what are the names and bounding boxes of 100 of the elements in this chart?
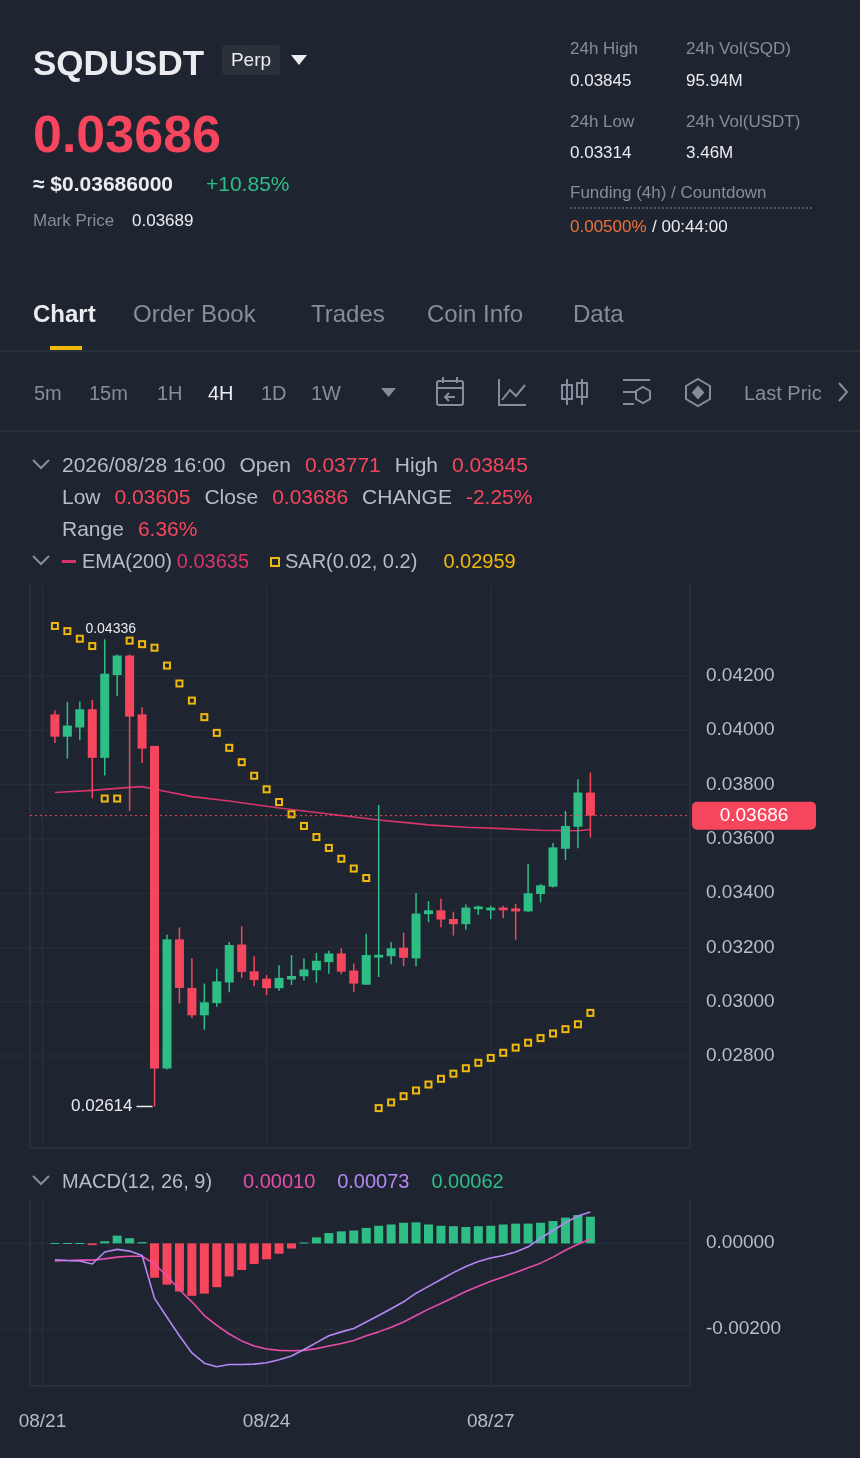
bar bbox=[386, 1224, 396, 1244]
text: 3.46M bbox=[686, 143, 734, 162]
text: Data bbox=[573, 300, 625, 327]
candlestick bbox=[349, 962, 359, 993]
candlestick bbox=[199, 982, 209, 1031]
point bbox=[237, 758, 246, 767]
candlestick bbox=[50, 709, 60, 744]
candlestick bbox=[461, 903, 471, 931]
line-series bbox=[54, 1211, 592, 1368]
text: 4H bbox=[208, 382, 234, 404]
text: 24h Vol(SQD) bbox=[686, 39, 791, 58]
text: Open bbox=[239, 453, 291, 476]
bar bbox=[237, 1243, 247, 1271]
text: +10.85% bbox=[206, 172, 290, 195]
bar bbox=[585, 1216, 595, 1244]
point bbox=[486, 1053, 495, 1062]
annotation: 0.04336 bbox=[85, 620, 137, 637]
candlestick bbox=[374, 804, 384, 978]
text: Coin Info bbox=[427, 300, 524, 327]
text: Perp bbox=[230, 49, 272, 70]
text: Chart bbox=[33, 300, 96, 327]
text: 0.00073 bbox=[337, 1170, 410, 1192]
bar bbox=[523, 1223, 533, 1244]
bar bbox=[573, 1215, 583, 1244]
point bbox=[50, 621, 59, 630]
y-tick-label: 0.03600 bbox=[706, 826, 775, 848]
candlestick bbox=[399, 932, 409, 967]
bar bbox=[174, 1243, 184, 1292]
point bbox=[399, 1092, 408, 1101]
text: Last Pric bbox=[744, 382, 822, 404]
point bbox=[349, 864, 358, 873]
text: 1D bbox=[261, 382, 287, 404]
bar bbox=[262, 1243, 272, 1260]
candlestick bbox=[112, 653, 122, 697]
bar bbox=[511, 1223, 521, 1244]
x-tick-label: 08/24 bbox=[242, 1410, 291, 1431]
text: 0.03605 bbox=[114, 485, 191, 508]
point bbox=[511, 1043, 520, 1052]
bar bbox=[399, 1222, 409, 1244]
point bbox=[337, 854, 346, 863]
bar bbox=[560, 1217, 570, 1244]
text: High bbox=[394, 453, 438, 476]
bar bbox=[374, 1225, 384, 1244]
text: 0.03686 bbox=[272, 485, 349, 508]
ref-line-label: 0.03686 bbox=[719, 803, 789, 825]
point bbox=[88, 642, 97, 651]
bar bbox=[461, 1227, 471, 1244]
text: 0.00062 bbox=[431, 1170, 504, 1192]
text: 15m bbox=[89, 382, 128, 404]
candlestick bbox=[62, 701, 72, 760]
y-tick-label: 0.04200 bbox=[706, 664, 775, 686]
point bbox=[175, 679, 184, 688]
bar bbox=[187, 1243, 197, 1296]
point bbox=[262, 785, 271, 794]
bar bbox=[162, 1243, 172, 1285]
bar bbox=[448, 1226, 458, 1244]
candlestick bbox=[448, 910, 458, 937]
bar bbox=[498, 1224, 508, 1244]
bar bbox=[100, 1241, 110, 1244]
bar bbox=[473, 1226, 483, 1244]
legend-label: EMA(200) bbox=[82, 550, 173, 572]
text: Range bbox=[62, 517, 124, 540]
candlestick bbox=[212, 967, 222, 1008]
bar bbox=[311, 1237, 321, 1244]
point bbox=[225, 743, 234, 752]
point bbox=[412, 1086, 421, 1095]
y-tick-label: 0.03000 bbox=[706, 989, 775, 1011]
text: 1W bbox=[311, 382, 342, 404]
candlestick bbox=[274, 964, 284, 992]
point bbox=[461, 1064, 470, 1073]
y-tick-label: -0.00200 bbox=[706, 1317, 782, 1339]
point bbox=[549, 1029, 558, 1038]
candlestick bbox=[523, 863, 533, 913]
text: 0.00010 bbox=[243, 1170, 316, 1192]
text: Trades bbox=[311, 300, 385, 327]
y-tick-label: 0.00000 bbox=[706, 1231, 775, 1253]
point bbox=[449, 1069, 458, 1078]
point bbox=[561, 1025, 570, 1034]
point bbox=[374, 1104, 383, 1113]
legend-label: SAR(0.02, 0.2) bbox=[285, 550, 418, 572]
point bbox=[212, 728, 221, 737]
candlestick bbox=[336, 947, 346, 975]
point bbox=[324, 843, 333, 852]
point bbox=[299, 821, 308, 830]
point bbox=[138, 640, 147, 649]
text: 0.03635 bbox=[176, 550, 250, 572]
point bbox=[474, 1058, 483, 1067]
candlestick bbox=[75, 700, 85, 741]
text: 1H bbox=[157, 382, 183, 404]
candlestick bbox=[262, 974, 272, 996]
text: Funding (4h) / Countdown bbox=[570, 183, 767, 202]
bar bbox=[436, 1225, 446, 1244]
candlestick bbox=[386, 941, 396, 966]
y-tick-label: 0.03800 bbox=[706, 772, 775, 794]
text: Mark Price bbox=[33, 211, 115, 230]
text: Order Book bbox=[133, 300, 257, 327]
bar bbox=[486, 1225, 496, 1244]
candlestick bbox=[536, 883, 546, 904]
x-tick-label: 08/21 bbox=[18, 1410, 67, 1431]
text: 24h Vol(USDT) bbox=[686, 112, 801, 131]
